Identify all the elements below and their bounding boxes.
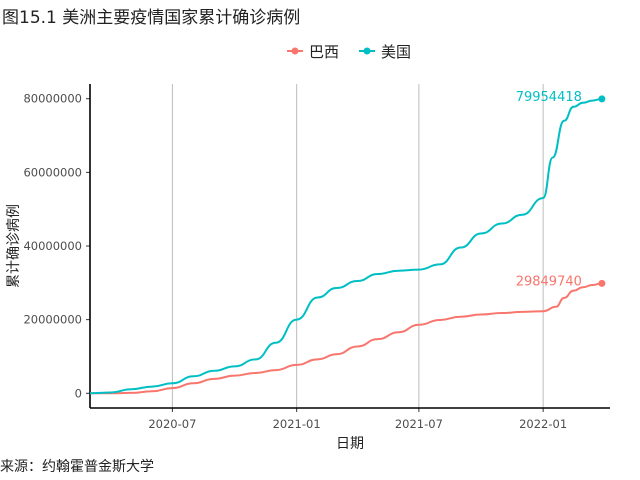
y-tick-label: 40000000 xyxy=(23,239,82,253)
figure-title: 图15.1 美洲主要疫情国家累计确诊病例 xyxy=(2,8,301,28)
x-axis-title: 日期 xyxy=(336,436,364,452)
source-note: 来源：约翰霍普金斯大学 xyxy=(0,459,154,475)
series-end-point-2 xyxy=(598,95,606,103)
x-tick-label: 2021-07 xyxy=(395,417,443,431)
y-tick-label: 0 xyxy=(75,386,82,400)
legend-key-point-1 xyxy=(291,47,299,55)
y-tick-label: 80000000 xyxy=(23,92,82,106)
y-tick-label: 60000000 xyxy=(23,165,82,179)
series-end-point-1 xyxy=(598,279,606,287)
series-line-1 xyxy=(90,282,602,395)
series-line-2 xyxy=(89,97,602,395)
x-tick-label: 2022-01 xyxy=(519,417,567,431)
x-tick-label: 2020-07 xyxy=(148,417,196,431)
legend-label-1: 巴西 xyxy=(309,43,339,61)
legend-key-point-2 xyxy=(363,47,371,55)
series-end-label-1: 29849740 xyxy=(516,274,582,289)
series-end-label-2: 79954418 xyxy=(516,90,582,105)
y-tick-label: 20000000 xyxy=(23,313,82,327)
legend-label-2: 美国 xyxy=(381,43,411,61)
y-axis-title: 累计确诊病例 xyxy=(6,204,22,288)
x-tick-label: 2021-01 xyxy=(273,417,321,431)
